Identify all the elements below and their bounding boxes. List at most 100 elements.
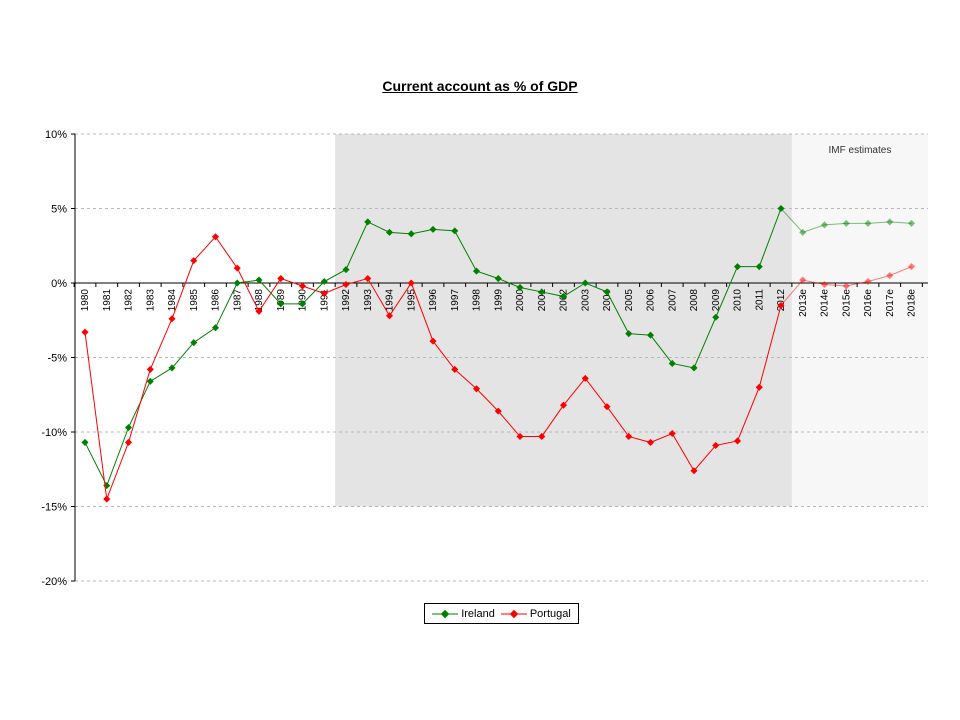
data-point-ireland <box>407 230 415 238</box>
estimate-annotation: IMF estimates <box>829 145 892 156</box>
legend-item-portugal: Portugal <box>500 608 571 620</box>
data-point-portugal <box>733 437 742 445</box>
x-tick-label: 2013e <box>798 289 809 317</box>
x-tick-label: 1990 <box>298 289 309 312</box>
data-point-portugal <box>146 365 154 373</box>
estimate-region <box>791 134 928 507</box>
x-tick-label: 1980 <box>80 289 91 312</box>
data-point-portugal <box>864 277 872 286</box>
data-point-portugal <box>799 276 807 284</box>
data-point-ireland <box>146 377 154 385</box>
chart-title: Current account as % of GDP <box>382 78 578 94</box>
x-tick-label: 2010 <box>733 289 744 312</box>
data-point-portugal <box>407 279 415 287</box>
x-tick-label: 1993 <box>363 289 374 312</box>
data-point-portugal <box>255 307 263 315</box>
data-point-ireland <box>538 288 546 296</box>
data-point-ireland <box>603 288 611 296</box>
data-point-ireland <box>211 324 220 332</box>
x-tick-label: 1981 <box>102 289 113 312</box>
x-tick-label: 2018e <box>907 289 918 317</box>
shaded-region <box>335 134 792 507</box>
x-tick-label: 1999 <box>493 289 504 312</box>
x-tick-label: 2014e <box>820 289 831 317</box>
data-point-portugal <box>516 432 524 441</box>
x-tick-label: 1996 <box>428 289 439 312</box>
x-tick-label: 1998 <box>472 289 483 312</box>
x-tick-label: 1982 <box>124 289 135 312</box>
data-point-ireland <box>81 438 89 446</box>
x-tick-label: 1997 <box>450 289 461 312</box>
data-point-portugal <box>538 432 546 441</box>
data-point-portugal <box>668 429 676 438</box>
x-tick-label: 2007 <box>667 289 678 312</box>
data-point-ireland <box>559 292 568 300</box>
y-tick-label: 5% <box>51 204 67 216</box>
x-tick-label: 1995 <box>406 289 417 312</box>
y-tick-label: 0% <box>51 278 67 290</box>
portugal-swatch-icon <box>500 609 527 618</box>
data-point-portugal <box>298 282 307 290</box>
x-tick-label: 2009 <box>711 289 722 312</box>
data-point-portugal <box>777 301 785 309</box>
data-point-portugal <box>342 280 350 289</box>
x-tick-label: 1983 <box>145 289 156 312</box>
data-point-portugal <box>320 289 328 297</box>
y-tick-label: 10% <box>45 129 67 141</box>
data-point-ireland <box>277 300 285 308</box>
data-point-portugal <box>886 272 894 280</box>
data-point-ireland <box>472 267 481 275</box>
y-tick-label: -10% <box>41 427 67 439</box>
data-point-portugal <box>690 467 698 475</box>
x-tick-label: 2000 <box>515 289 526 312</box>
x-tick-label: 2017e <box>885 289 896 317</box>
data-point-portugal <box>646 438 655 446</box>
x-tick-label: 2011 <box>754 289 765 311</box>
data-point-portugal <box>277 274 285 283</box>
data-point-ireland <box>907 219 916 227</box>
data-point-ireland <box>820 221 829 229</box>
x-tick-label: 1989 <box>276 289 287 312</box>
x-tick-label: 1994 <box>385 289 396 312</box>
data-point-ireland <box>364 218 372 226</box>
data-point-portugal <box>190 257 198 265</box>
x-tick-label: 2012 <box>776 289 787 312</box>
data-point-ireland <box>886 218 894 226</box>
x-tick-label: 1988 <box>254 289 265 312</box>
legend-label-ireland: Ireland <box>461 607 495 620</box>
data-point-portugal <box>124 438 133 446</box>
data-point-portugal <box>907 263 916 271</box>
data-point-ireland <box>581 279 589 287</box>
legend-item-ireland: Ireland <box>432 608 495 620</box>
data-point-ireland <box>646 331 655 339</box>
data-point-ireland <box>668 359 676 367</box>
x-tick-label: 2006 <box>646 289 657 312</box>
x-tick-label: 2003 <box>580 289 591 312</box>
data-point-portugal <box>603 403 611 411</box>
series-layer <box>81 204 916 503</box>
y-tick-label: -5% <box>47 353 67 365</box>
gridlines <box>75 133 928 582</box>
data-point-portugal <box>81 328 89 336</box>
data-point-ireland <box>799 228 807 236</box>
data-point-portugal <box>103 495 111 503</box>
data-point-ireland <box>733 263 742 271</box>
data-point-portugal <box>712 441 720 449</box>
data-point-ireland <box>777 204 785 213</box>
data-point-ireland <box>712 313 720 321</box>
data-point-ireland <box>755 263 763 271</box>
data-point-ireland <box>625 330 633 338</box>
data-point-ireland <box>494 274 502 283</box>
x-tick-label: 1986 <box>211 289 222 312</box>
data-point-ireland <box>516 283 524 292</box>
data-point-portugal <box>494 407 502 415</box>
data-point-ireland <box>864 219 872 227</box>
x-tick-label: 1984 <box>167 289 178 312</box>
x-tick-label: 1985 <box>189 289 200 312</box>
x-tick-label: 1992 <box>341 289 352 312</box>
x-tick-label: 2005 <box>624 289 635 312</box>
data-point-portugal <box>559 401 568 409</box>
data-point-ireland <box>298 300 307 308</box>
y-tick-label: -20% <box>41 576 67 588</box>
